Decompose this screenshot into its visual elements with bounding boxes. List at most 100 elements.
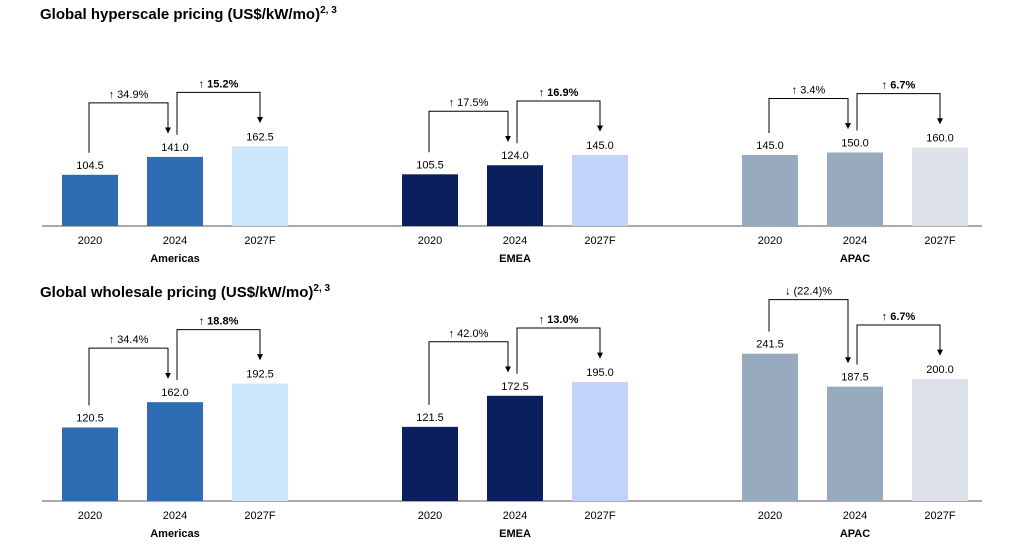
change-connector	[856, 324, 943, 365]
category-tick-label: 2024	[163, 510, 187, 522]
category-tick-label: 2027F	[244, 510, 275, 522]
value-label: 195.0	[586, 367, 614, 379]
change-connector	[768, 98, 851, 133]
category-tick-label: 2020	[78, 510, 102, 522]
change-direction-icon: ↑	[449, 328, 458, 340]
change-connector	[516, 327, 603, 374]
change-label: ↓ (22.4)%	[785, 286, 832, 298]
category-tick-label: 2027F	[244, 235, 275, 247]
change-label: ↑ 34.9%	[109, 89, 149, 101]
change-percent: 42.0%	[457, 328, 488, 340]
bar-apac-2020	[742, 353, 798, 501]
category-tick-label: 2020	[418, 235, 442, 247]
bar-emea-2024	[487, 165, 543, 226]
group-label: EMEA	[499, 528, 531, 540]
change-label: ↑ 6.7%	[882, 80, 916, 92]
change-percent: 13.0%	[547, 314, 578, 326]
change-label: ↑ 3.4%	[792, 85, 826, 97]
change-direction-icon: ↑	[882, 311, 891, 323]
value-label: 162.5	[246, 131, 274, 143]
bar-americas-2020	[62, 174, 118, 226]
group-label: APAC	[840, 528, 870, 540]
change-percent: 17.5%	[457, 97, 488, 109]
category-tick-label: 2027F	[924, 235, 955, 247]
panel-1: 120.5 2020 162.0 2024 192.5 2027F Americas ↑ 34…	[42, 286, 982, 540]
change-connector	[768, 299, 851, 364]
bar-emea-2027f	[572, 382, 628, 501]
change-label: ↑ 42.0%	[449, 328, 489, 340]
category-tick-label: 2020	[758, 235, 782, 247]
change-direction-icon: ↑	[882, 80, 891, 92]
change-label: ↑ 13.0%	[539, 314, 579, 326]
category-tick-label: 2020	[78, 235, 102, 247]
change-connector	[176, 91, 263, 135]
bar-emea-2020	[402, 426, 458, 501]
change-percent: 6.7%	[890, 311, 915, 323]
group-label: APAC	[840, 253, 870, 265]
value-label: 200.0	[926, 364, 954, 376]
change-percent: 18.8%	[207, 316, 238, 328]
bar-emea-2020	[402, 174, 458, 226]
bar-apac-2024	[827, 386, 883, 501]
change-label: ↑ 18.8%	[199, 316, 239, 328]
change-connector	[428, 110, 511, 153]
value-label: 162.0	[161, 387, 189, 399]
category-tick-label: 2024	[843, 510, 867, 522]
change-connector	[176, 329, 263, 381]
change-direction-icon: ↑	[792, 85, 801, 97]
change-percent: 15.2%	[207, 78, 238, 90]
group-label: Americas	[150, 528, 200, 540]
change-connector	[516, 100, 603, 144]
change-label: ↑ 34.4%	[109, 334, 149, 346]
change-percent: 3.4%	[800, 85, 825, 97]
change-direction-icon: ↑	[109, 334, 118, 346]
value-label: 160.0	[926, 133, 954, 145]
value-label: 145.0	[586, 140, 614, 152]
bar-americas-2020	[62, 427, 118, 501]
bar-apac-2020	[742, 154, 798, 226]
category-tick-label: 2020	[418, 510, 442, 522]
group-label: EMEA	[499, 253, 531, 265]
change-percent: 16.9%	[547, 87, 578, 99]
change-direction-icon: ↑	[449, 97, 458, 109]
bar-apac-2027f	[912, 379, 968, 501]
bar-americas-2024	[147, 402, 203, 501]
category-tick-label: 2024	[843, 235, 867, 247]
change-direction-icon: ↓	[785, 286, 794, 298]
change-connector	[88, 347, 171, 406]
bar-emea-2024	[487, 395, 543, 501]
change-label: ↑ 16.9%	[539, 87, 579, 99]
change-direction-icon: ↑	[109, 89, 118, 101]
value-label: 141.0	[161, 142, 189, 154]
category-tick-label: 2024	[163, 235, 187, 247]
value-label: 105.5	[416, 159, 444, 171]
change-percent: 6.7%	[890, 80, 915, 92]
value-label: 187.5	[841, 372, 869, 384]
bar-americas-2024	[147, 156, 203, 226]
change-label: ↑ 6.7%	[882, 311, 916, 323]
change-direction-icon: ↑	[539, 87, 548, 99]
panel-0: 104.5 2020 141.0 2024 162.5 2027F Americas ↑ 34…	[42, 78, 982, 265]
change-connector	[856, 93, 943, 131]
bar-emea-2027f	[572, 154, 628, 226]
change-label: ↑ 17.5%	[449, 97, 489, 109]
change-direction-icon: ↑	[539, 314, 548, 326]
change-percent: 34.9%	[117, 89, 148, 101]
change-connector	[88, 102, 171, 153]
value-label: 192.5	[246, 369, 274, 381]
category-tick-label: 2027F	[584, 510, 615, 522]
category-tick-label: 2024	[503, 510, 527, 522]
value-label: 150.0	[841, 138, 869, 150]
value-label: 121.5	[416, 412, 444, 424]
change-label: ↑ 15.2%	[199, 78, 239, 90]
category-tick-label: 2024	[503, 235, 527, 247]
value-label: 172.5	[501, 381, 529, 393]
hyperscale-chart-title: Global hyperscale pricing (US$/kW/mo)2, …	[40, 5, 337, 24]
category-tick-label: 2027F	[924, 510, 955, 522]
bar-apac-2027f	[912, 147, 968, 226]
value-label: 124.0	[501, 150, 529, 162]
category-tick-label: 2020	[758, 510, 782, 522]
value-label: 241.5	[756, 339, 784, 351]
change-connector	[428, 341, 511, 405]
